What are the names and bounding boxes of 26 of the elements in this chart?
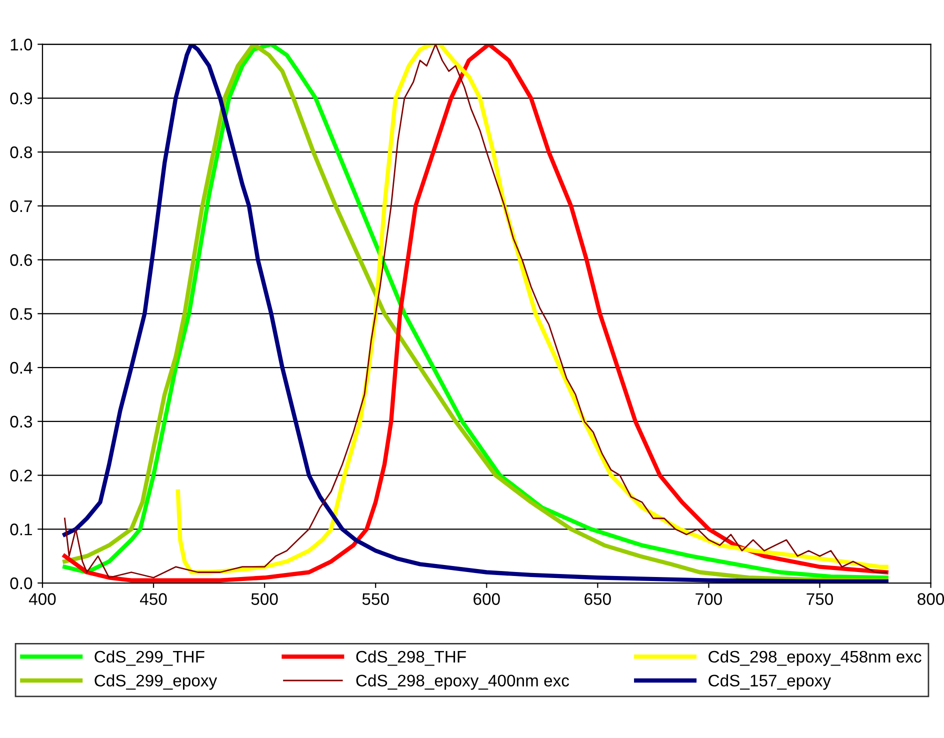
- y-tick-label: 0.1: [10, 524, 32, 536]
- x-tick-label: 600: [474, 593, 500, 605]
- y-tick-label: 0.5: [10, 308, 32, 320]
- y-tick-label: 0.2: [10, 470, 32, 482]
- legend-label: CdS_299_THF: [94, 650, 204, 666]
- legend-label: CdS_298_THF: [356, 650, 466, 666]
- y-tick-label: 0.4: [10, 362, 32, 374]
- y-tick-label: 0.7: [10, 200, 32, 212]
- legend-label: CdS_298_epoxy_458nm exc: [708, 650, 922, 666]
- y-tick-label: 0.8: [10, 146, 32, 158]
- y-tick-label: 0.9: [10, 92, 32, 104]
- x-tick-label: 800: [918, 593, 944, 605]
- legend-label: CdS_298_epoxy_400nm exc: [356, 674, 570, 690]
- y-tick-label: 0.3: [10, 416, 32, 428]
- legend-label: CdS_157_epoxy: [708, 674, 831, 690]
- x-tick-label: 550: [362, 593, 389, 605]
- x-tick-label: 450: [140, 593, 167, 605]
- y-tick-label: 0.0: [10, 577, 32, 590]
- y-tick-label: 1.0: [10, 38, 32, 50]
- x-tick-label: 400: [28, 593, 56, 605]
- x-tick-label: 750: [806, 593, 833, 605]
- x-tick-label: 500: [251, 593, 278, 605]
- x-tick-label: 650: [584, 593, 611, 605]
- legend-label: CdS_299_epoxy: [94, 674, 218, 690]
- x-tick-label: 700: [696, 593, 722, 605]
- y-tick-label: 0.6: [10, 254, 32, 266]
